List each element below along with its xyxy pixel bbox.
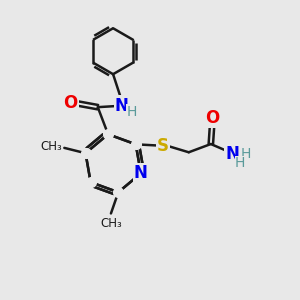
Text: N: N bbox=[225, 145, 239, 163]
Text: S: S bbox=[157, 137, 169, 155]
Text: N: N bbox=[134, 164, 148, 182]
Text: N: N bbox=[115, 97, 129, 115]
Text: N: N bbox=[134, 164, 148, 182]
Text: CH₃: CH₃ bbox=[40, 140, 62, 153]
Text: O: O bbox=[63, 94, 77, 112]
Text: H: H bbox=[241, 147, 251, 161]
Text: H: H bbox=[127, 105, 137, 119]
Text: H: H bbox=[235, 157, 245, 170]
Text: O: O bbox=[205, 109, 219, 127]
Text: CH₃: CH₃ bbox=[100, 217, 122, 230]
